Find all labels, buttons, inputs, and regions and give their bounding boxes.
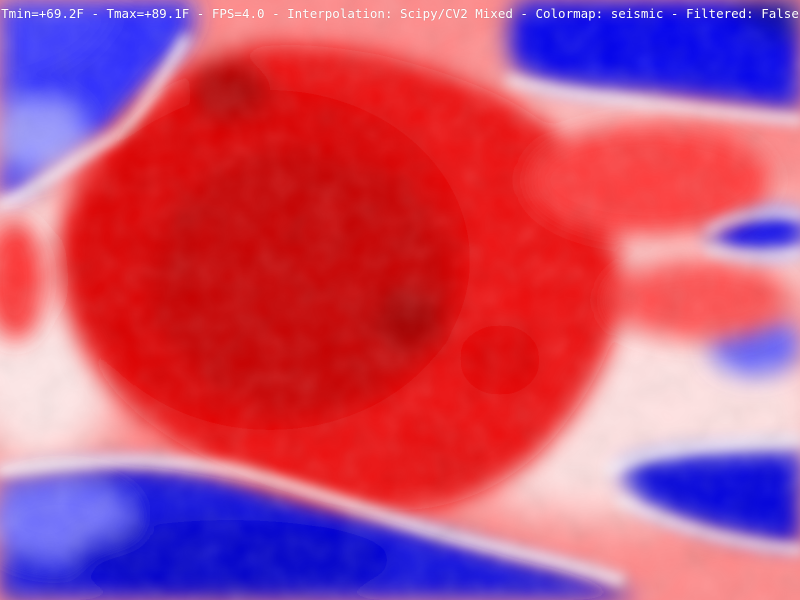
thermal-heatmap-image (0, 0, 800, 600)
thermal-camera-view: Tmin=+69.2F - Tmax=+89.1F - FPS=4.0 - In… (0, 0, 800, 600)
thermal-noise-texture (0, 0, 800, 600)
